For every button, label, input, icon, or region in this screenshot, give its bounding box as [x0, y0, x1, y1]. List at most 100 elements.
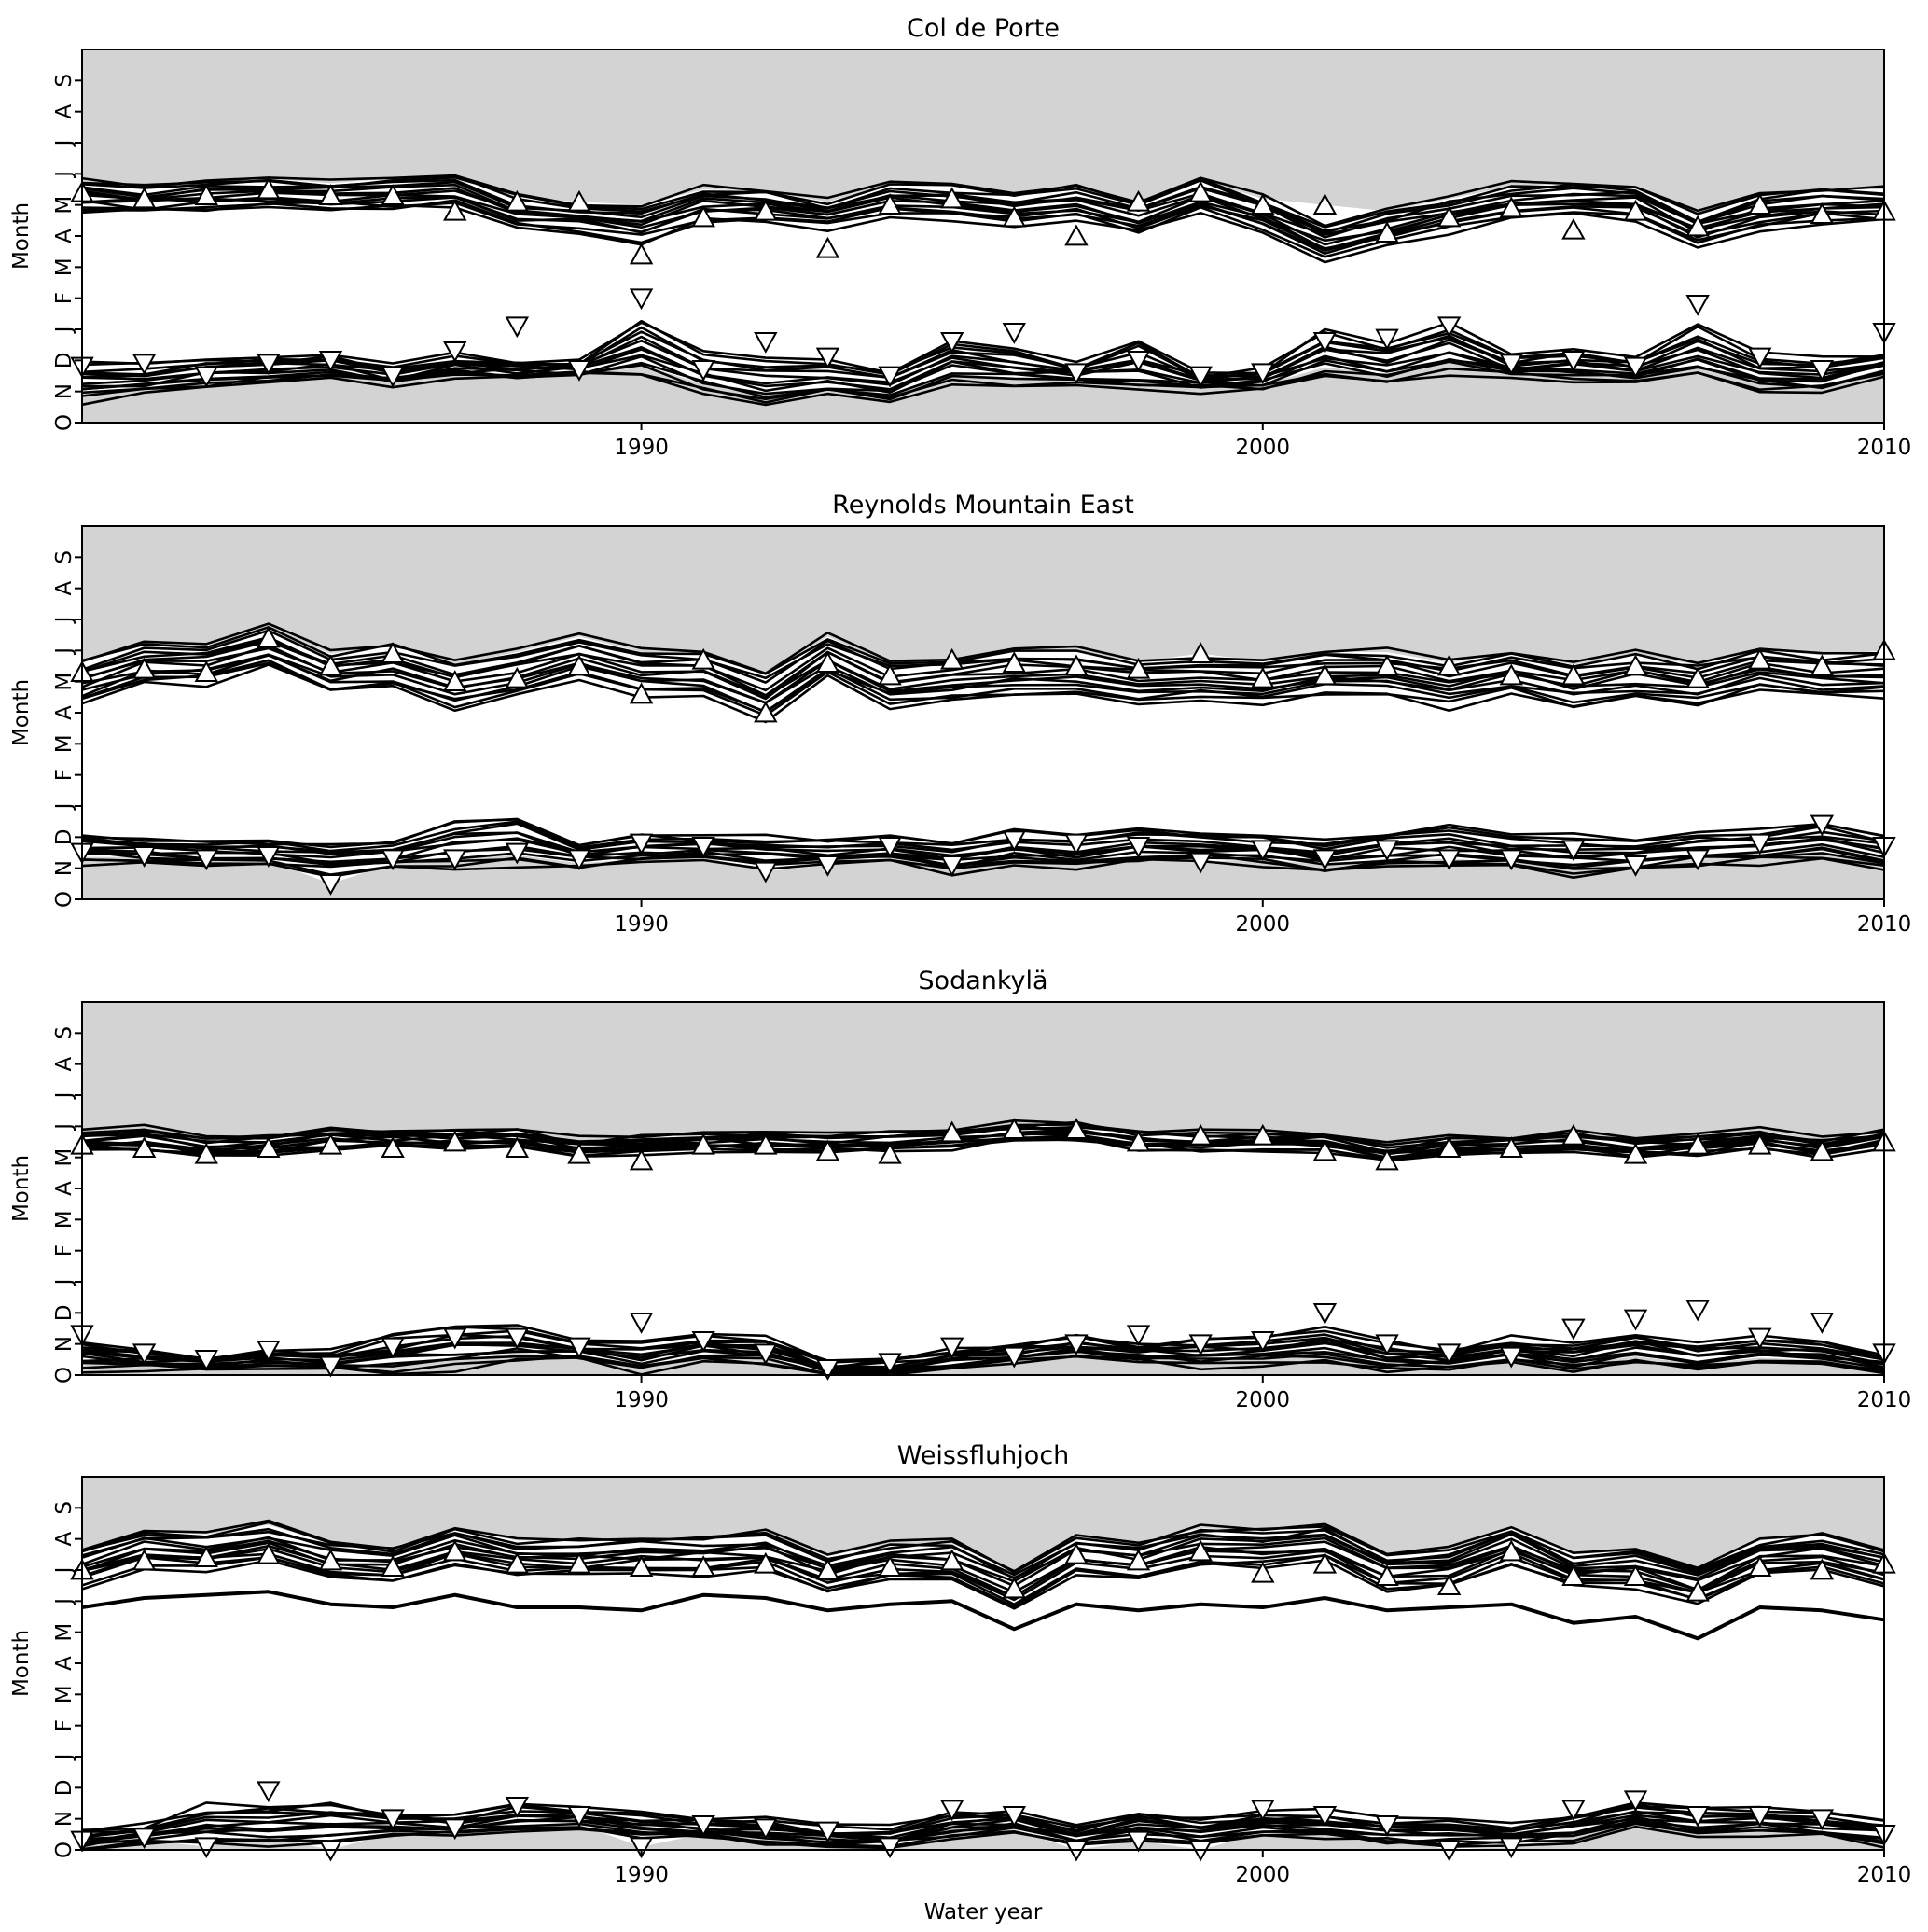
onset-marker [1312, 1805, 1338, 1828]
onset-marker [1251, 1330, 1275, 1353]
melt-marker [443, 199, 467, 221]
onset-marker [567, 1337, 591, 1359]
onset-marker [1251, 1800, 1275, 1822]
y-tick-label: F [52, 769, 76, 781]
melt-marker [1685, 215, 1710, 237]
onset-ensemble-line [81, 319, 1885, 379]
onset-ensemble-line [81, 345, 1885, 391]
x-tick-label: 1990 [614, 912, 669, 937]
onset-marker [132, 1828, 157, 1850]
y-tick-label: N [52, 860, 76, 876]
melt-marker [1126, 657, 1151, 679]
melt-marker [1810, 202, 1835, 225]
onset-marker [381, 1337, 405, 1359]
melt-marker [691, 1133, 715, 1155]
melt-marker [1499, 196, 1523, 218]
onset-marker [194, 1837, 218, 1859]
onset-marker [318, 873, 343, 896]
onset-ensemble-line [81, 1819, 1885, 1848]
melt-marker [1251, 1561, 1275, 1583]
melt-marker [257, 1542, 281, 1564]
onset-marker [939, 855, 964, 877]
onset-marker [443, 1327, 467, 1350]
melt-marker [878, 193, 902, 215]
onset-marker [1810, 1809, 1835, 1831]
melt-marker [381, 184, 405, 206]
onset-marker [1064, 363, 1089, 385]
melt-marker [1375, 654, 1399, 676]
y-tick-label: A [52, 581, 76, 596]
onset-marker [194, 1349, 218, 1371]
melt-marker [1002, 651, 1027, 674]
melt-marker [1436, 1574, 1462, 1596]
melt-ensemble-line [81, 189, 1885, 243]
melt-ensemble-line [81, 187, 1885, 246]
onset-marker [505, 1796, 530, 1818]
melt-marker [1188, 642, 1213, 664]
onset-marker [381, 366, 405, 388]
onset-marker [1251, 840, 1275, 862]
melt-marker [815, 651, 840, 674]
melt-marker [381, 642, 405, 664]
melt-marker [257, 177, 281, 200]
y-tick-label: J [52, 1598, 76, 1606]
melt-marker [1561, 217, 1586, 240]
melt-marker [1375, 221, 1399, 243]
y-tick-label: F [52, 1244, 76, 1257]
onset-ensemble-line [81, 1355, 1885, 1376]
melt-ensemble-line [81, 199, 1885, 258]
onset-marker [1623, 1790, 1648, 1813]
onset-marker [132, 354, 157, 376]
onset-marker [1436, 1343, 1462, 1366]
onset-marker [1064, 833, 1089, 855]
onset-marker [194, 849, 218, 871]
melt-marker [691, 205, 715, 228]
melt-marker [132, 1136, 157, 1159]
y-tick-label: M [52, 1210, 76, 1229]
onset-marker [443, 341, 467, 363]
onset-marker [815, 1358, 840, 1381]
x-axis-label: Water year [924, 1900, 1043, 1925]
onset-ensemble-line [81, 1814, 1885, 1843]
melt-marker [1623, 199, 1648, 221]
onset-marker [1561, 840, 1586, 862]
onset-marker [1375, 840, 1399, 862]
x-tick-label: 2000 [1236, 912, 1291, 937]
onset-marker [1064, 1334, 1089, 1356]
melt-marker [1623, 1142, 1648, 1164]
melt-ensemble-line [81, 174, 1885, 228]
melt-marker [1002, 1577, 1027, 1599]
melt-marker [1748, 1555, 1772, 1578]
melt-marker [1126, 189, 1151, 212]
melt-marker [132, 657, 157, 679]
onset-ensemble-line [81, 1825, 1885, 1852]
onset-marker [194, 366, 218, 388]
melt-marker [132, 1549, 157, 1571]
onset-marker [691, 1814, 715, 1837]
onset-marker [1499, 1837, 1523, 1859]
onset-marker [1436, 316, 1462, 339]
melt-marker [1810, 1139, 1835, 1161]
onset-marker [1375, 328, 1399, 351]
onset-marker [567, 1805, 591, 1828]
onset-marker [878, 366, 902, 388]
melt-ensemble-line [81, 659, 1885, 714]
melt-marker [318, 1133, 343, 1155]
y-tick-label: J [52, 1754, 76, 1762]
melt-marker [1064, 654, 1089, 676]
melt-ensemble-line [81, 622, 1885, 675]
y-tick-label: M [52, 196, 76, 215]
melt-marker [939, 1120, 964, 1143]
melt-marker [1561, 1123, 1586, 1146]
y-tick-label: A [52, 1057, 76, 1072]
melt-marker [691, 647, 715, 670]
onset-ensemble-line [81, 847, 1885, 870]
melt-marker [194, 184, 218, 206]
onset-marker [878, 1837, 902, 1859]
y-tick-label: M [52, 1685, 76, 1703]
y-tick-label: D [52, 1304, 76, 1321]
onset-marker [132, 845, 157, 868]
onset-marker [691, 359, 715, 382]
